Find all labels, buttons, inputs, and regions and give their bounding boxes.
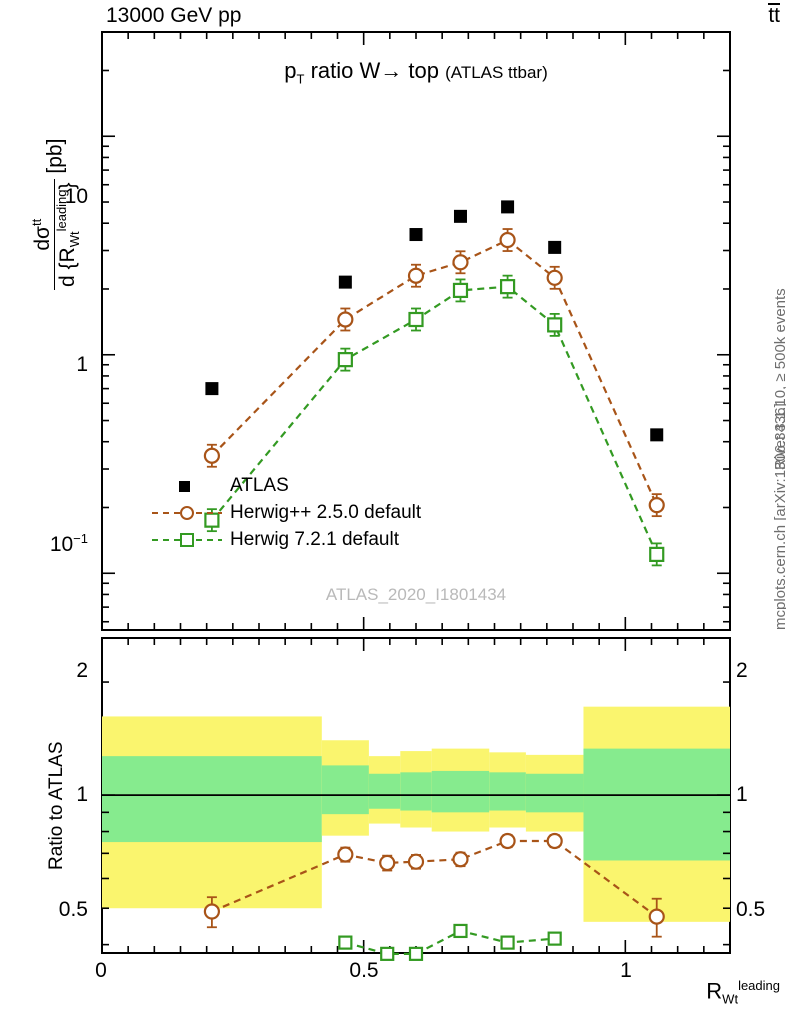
y-tick-mantissa: 10: [49, 533, 74, 556]
main-point-1-0: [203, 447, 220, 464]
legend: ATLAS Herwig++ 2.5.0 default Herwig 7.2.…: [150, 472, 421, 553]
title-arrow: →: [380, 58, 403, 83]
ratio-point-1-1: [380, 946, 395, 961]
x-label-base: R: [706, 978, 723, 1004]
ratio-point-0-6: [546, 832, 563, 850]
ratio-point-1-0: [338, 935, 353, 950]
legend-key-herwig7: [150, 530, 224, 550]
main-point-1-4: [499, 231, 516, 249]
title-pt-sub: T: [296, 71, 305, 87]
ratio-point-0-7: [648, 908, 665, 925]
main-point-1-1: [337, 311, 354, 328]
ratio-band-inner-6: [525, 773, 584, 813]
main-point-2-0: [204, 512, 220, 528]
ratio-y-tick-label-0.5-right: 0.5: [736, 898, 766, 921]
ratio-y-tick-label-1: 1: [76, 783, 88, 806]
title-pt: p: [284, 58, 297, 83]
main-point-1-5: [546, 269, 563, 286]
y-tick-label-1: 1: [76, 353, 88, 376]
ratio-band-inner-4: [431, 770, 490, 813]
legend-key-herwigpp: [150, 503, 224, 523]
ratio-series-line-1: [345, 929, 555, 955]
x-tick-label-1: 1: [620, 959, 632, 982]
dsigma-text: dσ: [31, 226, 54, 251]
main-point-2-6: [649, 546, 665, 562]
ratio-point-0-1: [337, 846, 354, 863]
ratio-band-inner-0: [102, 756, 322, 843]
y-tick-label-0.1: 10−1: [16, 531, 88, 557]
ratio-point-1-5: [547, 931, 562, 946]
x-label-sub: Wt: [722, 991, 739, 1007]
beam-energy-label: 13000 GeV pp: [106, 4, 242, 27]
den-sub: Wt: [67, 231, 83, 248]
process-label: tt: [768, 3, 780, 28]
ratio-point-1-3: [453, 923, 468, 939]
ratio-band-inner-7: [583, 748, 730, 861]
ratio-band-inner-3: [400, 772, 432, 811]
x-tick-label-0.5: 0.5: [349, 959, 379, 982]
dsigma-sup: tt: [29, 218, 44, 227]
legend-item-atlas[interactable]: ATLAS: [150, 472, 421, 499]
legend-label-herwigpp: Herwig++ 2.5.0 default: [230, 501, 422, 523]
legend-key-atlas: [150, 476, 224, 496]
x-axis-label: RWtleading: [706, 978, 780, 1007]
main-point-2-2: [408, 311, 424, 328]
den-text: d {R: [56, 247, 80, 287]
legend-item-herwigpp[interactable]: Herwig++ 2.5.0 default: [150, 499, 421, 526]
y-axis-label-main: dσtt d {RWtleading} [pb]: [29, 138, 83, 290]
main-point-1-3: [452, 254, 469, 271]
ratio-y-tick-label-2: 2: [76, 659, 88, 682]
main-point-0-6: [650, 428, 664, 442]
ratio-point-0-4: [452, 851, 469, 868]
title-rest: ratio W: [304, 58, 381, 83]
title-tail: top: [402, 58, 439, 83]
ratio-point-1-4: [500, 935, 515, 950]
y-tick-exponent: −1: [73, 531, 88, 546]
main-series-line-1: [211, 238, 658, 506]
main-point-1-6: [648, 497, 665, 514]
x-label-sup: leading: [738, 978, 780, 993]
main-point-0-3: [453, 209, 467, 223]
main-point-0-1: [338, 275, 352, 289]
ratio-y-tick-label-1-right: 1: [736, 783, 748, 806]
main-point-0-0: [205, 382, 219, 396]
mcplots-credit-label: mcplots.cern.ch [arXiv:1306.3436]: [772, 403, 786, 630]
legend-item-herwig7[interactable]: Herwig 7.2.1 default: [150, 526, 421, 553]
x-tick-label-0: 0: [95, 959, 107, 982]
y-tick-label-10: 10: [64, 185, 88, 208]
title-paren: (ATLAS ttbar): [445, 63, 548, 82]
main-point-2-1: [337, 352, 353, 368]
plot-title: pT ratio W→ top (ATLAS ttbar): [101, 58, 731, 86]
main-point-2-3: [452, 282, 469, 299]
main-point-2-5: [547, 317, 563, 333]
main-point-0-5: [548, 240, 562, 254]
analysis-watermark: ATLAS_2020_I1801434: [325, 585, 507, 604]
legend-label-atlas: ATLAS: [230, 474, 289, 496]
ratio-y-tick-label-0.5: 0.5: [58, 898, 88, 921]
ratio-point-0-5: [499, 832, 516, 850]
y-axis-unit: [pb]: [43, 138, 67, 180]
ratio-band-inner-1: [321, 765, 369, 815]
ratio-y-tick-label-2-right: 2: [736, 659, 748, 682]
ttbar-text: tt: [768, 3, 780, 27]
main-point-1-2: [407, 267, 425, 284]
ratio-point-0-3: [407, 853, 425, 870]
ratio-band-inner-2: [368, 773, 401, 809]
main-point-2-4: [499, 279, 516, 295]
main-point-0-4: [501, 200, 515, 214]
ratio-point-0-2: [379, 854, 396, 872]
legend-label-herwig7: Herwig 7.2.1 default: [230, 528, 399, 550]
ratio-band-inner-5: [489, 772, 526, 811]
ratio-point-0-0: [203, 903, 220, 920]
ratio-point-1-2: [408, 946, 424, 961]
main-point-0-2: [409, 228, 423, 242]
